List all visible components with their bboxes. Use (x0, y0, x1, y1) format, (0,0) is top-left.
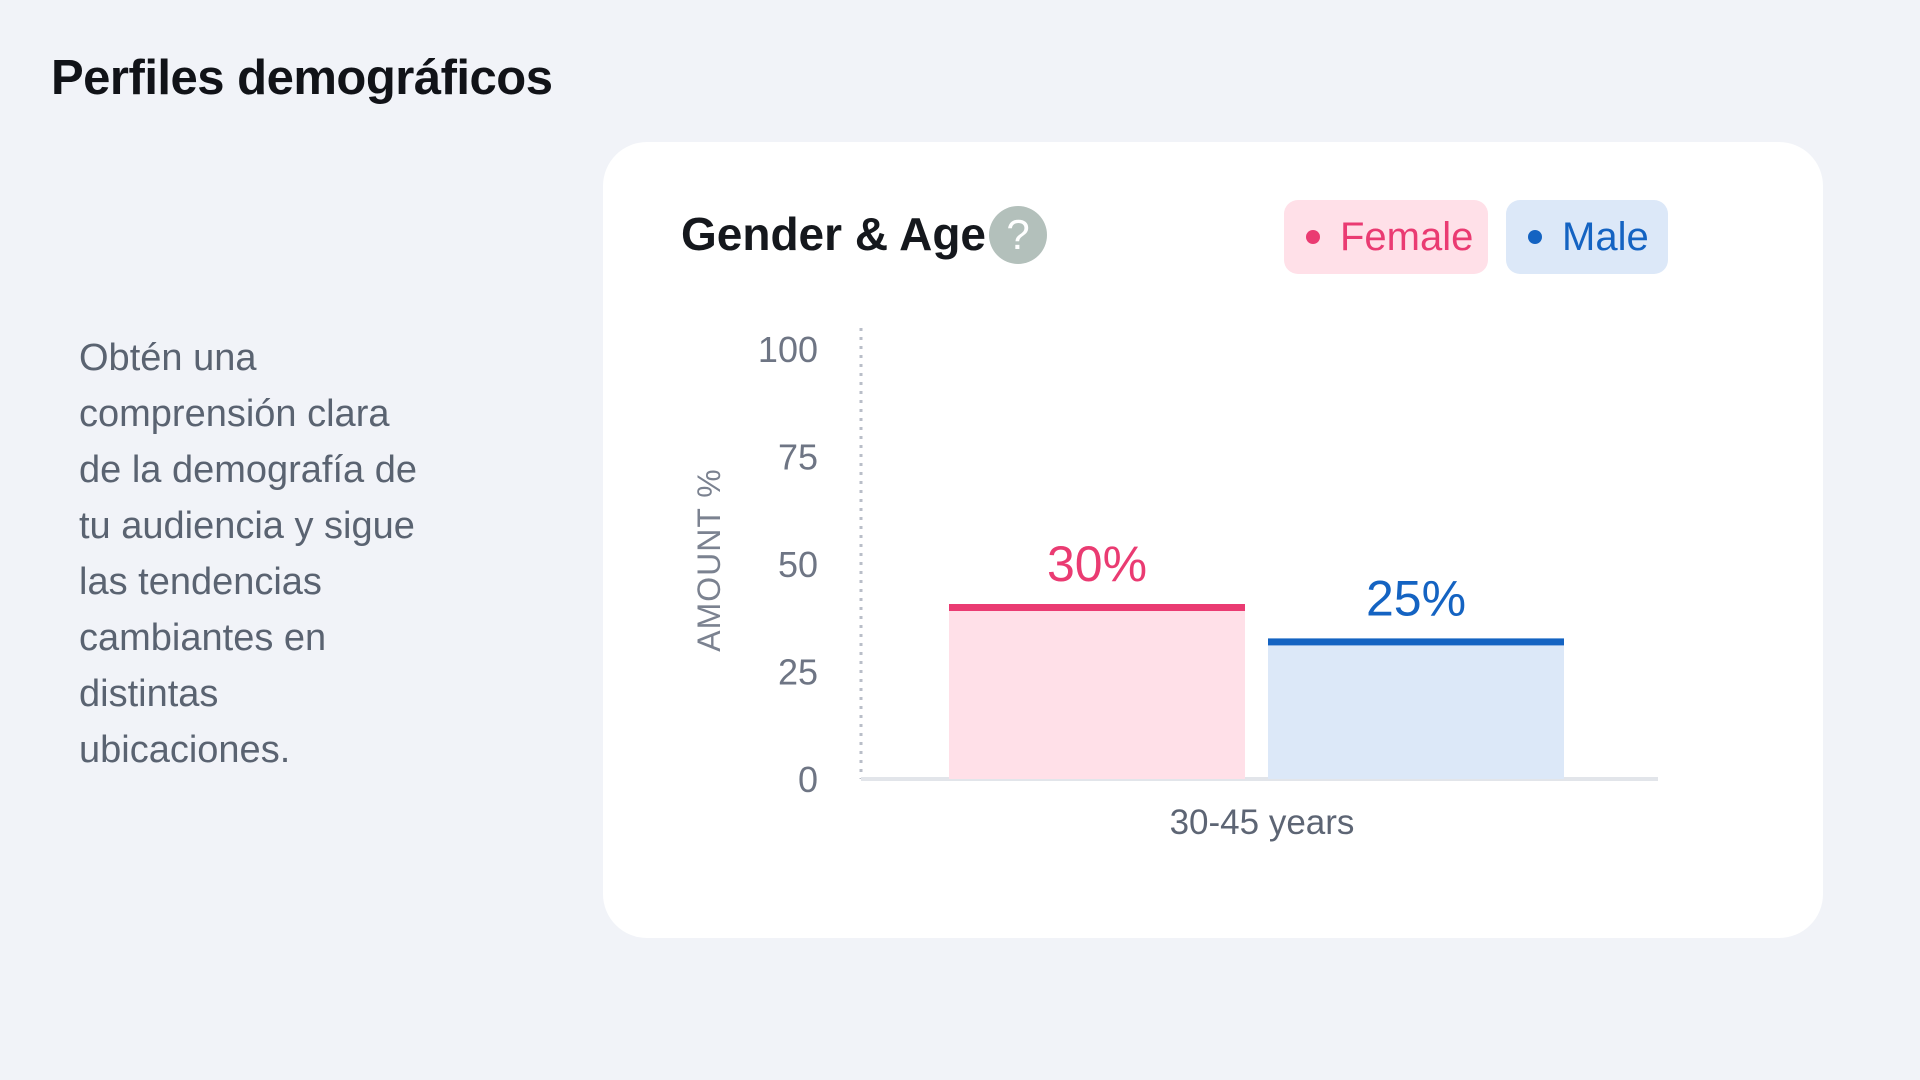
gender-age-card (603, 142, 1823, 938)
y-tick-label: 25 (778, 652, 818, 693)
card-title: Gender & Age (681, 208, 987, 260)
y-tick-label: 100 (758, 329, 818, 370)
page-description: Obtén una comprensión clara de la demogr… (79, 337, 418, 771)
y-tick-label: 0 (798, 759, 818, 800)
y-tick-label: 75 (778, 437, 818, 478)
y-axis-title: AMOUNT % (691, 468, 727, 651)
male-dot-icon (1528, 230, 1542, 244)
bar-male (1268, 641, 1564, 779)
question-mark-icon[interactable]: ? (989, 206, 1047, 264)
legend-male-label: Male (1562, 214, 1649, 259)
x-category-label: 30-45 years (1170, 803, 1355, 842)
bar-top-line-male (1268, 638, 1564, 646)
bar-female (949, 607, 1245, 779)
female-dot-icon (1306, 230, 1320, 244)
page-title: Perfiles demográficos (51, 51, 553, 105)
data-label-male: 25% (1366, 570, 1466, 626)
y-tick-label: 50 (778, 544, 818, 585)
legend-female-chip[interactable]: Female (1284, 200, 1488, 274)
legend-male-chip[interactable]: Male (1506, 200, 1668, 274)
data-label-female: 30% (1047, 536, 1147, 592)
legend-female-label: Female (1340, 214, 1474, 259)
bar-top-line-female (949, 604, 1245, 611)
